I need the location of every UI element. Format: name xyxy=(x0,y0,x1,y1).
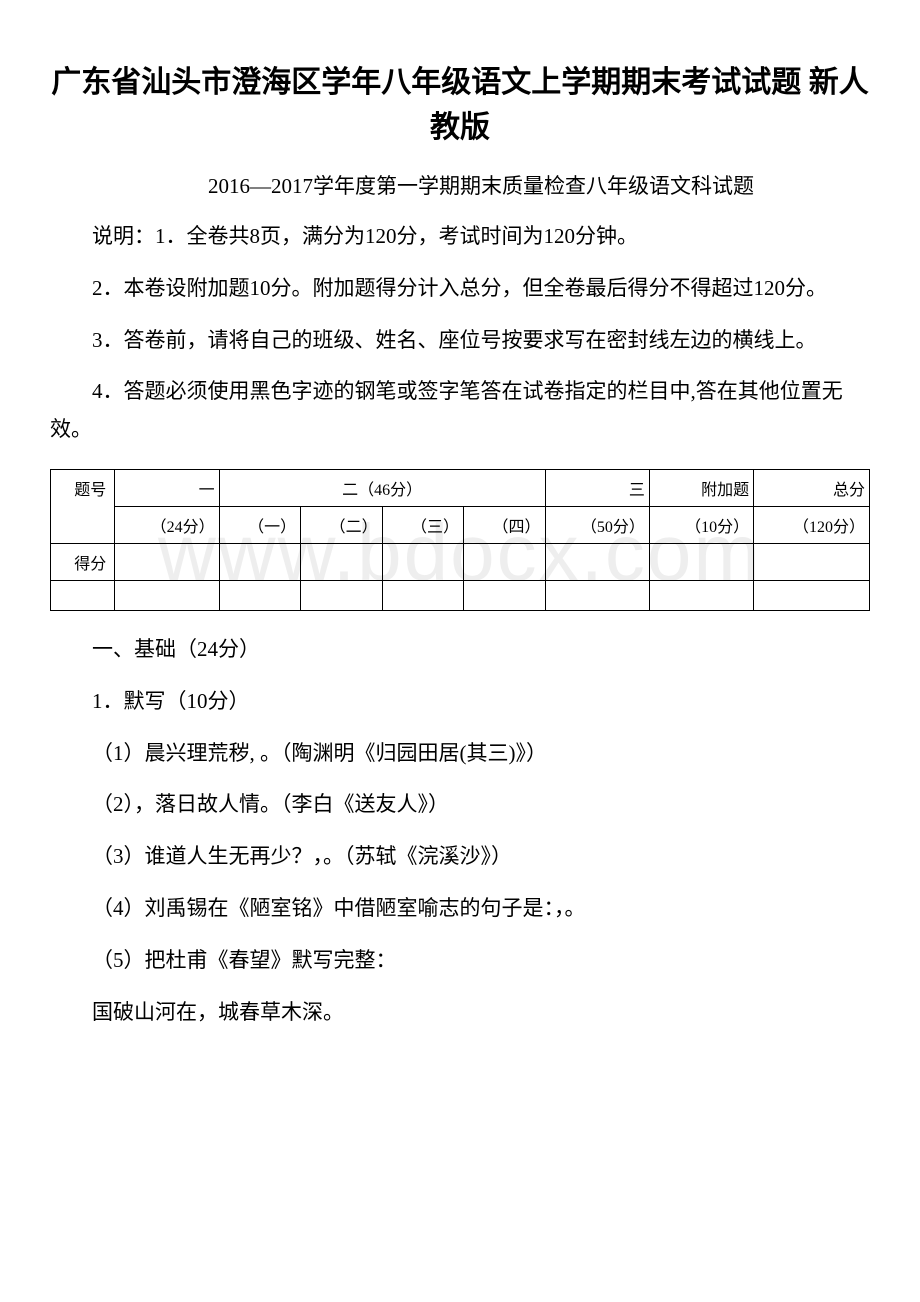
table-col2-header: 二（46分） xyxy=(219,469,545,506)
section-1-heading: 一、基础（24分） xyxy=(50,631,870,669)
table-col4-header: 附加题 xyxy=(649,469,753,506)
table-col1-header: 一 xyxy=(115,469,219,506)
instruction-3: 3．答卷前，请将自己的班级、姓名、座位号按要求写在密封线左边的横线上。 xyxy=(50,322,870,360)
table-col3-header: 三 xyxy=(545,469,649,506)
table-score-row: 得分 xyxy=(51,543,870,580)
table-score-cell xyxy=(301,543,382,580)
table-col2-sub1: （一） xyxy=(219,506,300,543)
table-col2-sub2: （二） xyxy=(301,506,382,543)
table-empty-cell xyxy=(649,580,753,610)
question-item-6: 国破山河在，城春草木深。 xyxy=(50,994,870,1032)
table-score-cell xyxy=(115,543,219,580)
instruction-1: 说明：1．全卷共8页，满分为120分，考试时间为120分钟。 xyxy=(50,218,870,256)
table-col4-sub: （10分） xyxy=(649,506,753,543)
table-score-cell xyxy=(649,543,753,580)
table-empty-cell xyxy=(382,580,463,610)
question-item-2: （2），落日故人情。（李白《送友人》） xyxy=(50,786,870,824)
question-item-4: （4）刘禹锡在《陋室铭》中借陋室喻志的句子是：，。 xyxy=(50,890,870,928)
table-empty-cell xyxy=(51,580,115,610)
table-empty-cell xyxy=(754,580,870,610)
table-header-row-2: （24分） （一） （二） （三） （四） （50分） （10分） （120分） xyxy=(51,506,870,543)
table-score-cell xyxy=(219,543,300,580)
question-item-3: （3）谁道人生无再少？，。（苏轼《浣溪沙》） xyxy=(50,838,870,876)
table-score-cell xyxy=(754,543,870,580)
table-empty-cell xyxy=(301,580,382,610)
table-empty-cell xyxy=(545,580,649,610)
table-col2-sub3: （三） xyxy=(382,506,463,543)
instruction-4: 4．答题必须使用黑色字迹的钢笔或签字笔答在试卷指定的栏目中,答在其他位置无效。 xyxy=(50,373,870,449)
table-col3-sub: （50分） xyxy=(545,506,649,543)
table-label-tihao: 题号 xyxy=(51,469,115,543)
table-empty-cell xyxy=(464,580,545,610)
question-item-5: （5）把杜甫《春望》默写完整： xyxy=(50,942,870,980)
table-label-defen: 得分 xyxy=(51,543,115,580)
table-score-cell xyxy=(545,543,649,580)
table-score-cell xyxy=(464,543,545,580)
table-empty-cell xyxy=(115,580,219,610)
table-col1-sub: （24分） xyxy=(115,506,219,543)
table-header-row-1: 题号 一 二（46分） 三 附加题 总分 xyxy=(51,469,870,506)
score-table: 题号 一 二（46分） 三 附加题 总分 （24分） （一） （二） （三） （… xyxy=(50,469,870,611)
document-subtitle: 2016—2017学年度第一学期期末质量检查八年级语文科试题 xyxy=(50,170,870,200)
table-empty-row xyxy=(51,580,870,610)
document-content: 广东省汕头市澄海区学年八年级语文上学期期末考试试题 新人教版 2016—2017… xyxy=(50,60,870,1031)
table-score-cell xyxy=(382,543,463,580)
instruction-2: 2．本卷设附加题10分。附加题得分计入总分，但全卷最后得分不得超过120分。 xyxy=(50,270,870,308)
table-col5-sub: （120分） xyxy=(754,506,870,543)
document-title: 广东省汕头市澄海区学年八年级语文上学期期末考试试题 新人教版 xyxy=(50,60,870,150)
table-col2-sub4: （四） xyxy=(464,506,545,543)
question-item-1: （1）晨兴理荒秽, 。（陶渊明《归园田居(其三)》） xyxy=(50,735,870,773)
table-col5-header: 总分 xyxy=(754,469,870,506)
question-1-title: 1．默写（10分） xyxy=(50,683,870,721)
table-empty-cell xyxy=(219,580,300,610)
